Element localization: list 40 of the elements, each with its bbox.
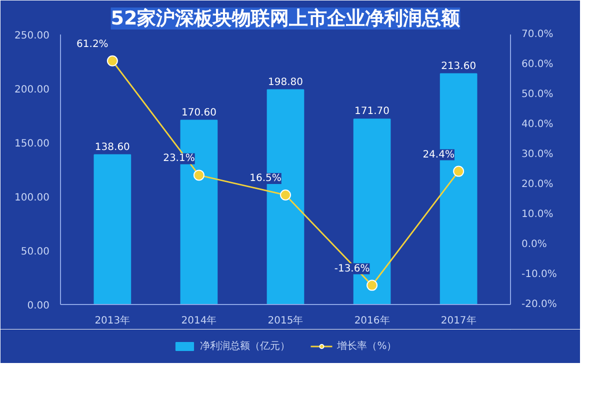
legend-label: 增长率（%） [337, 340, 397, 353]
data-label: 16.5% [250, 173, 282, 184]
y2-tick-label: 70.0% [522, 29, 554, 40]
x-tick-label: 2015年 [268, 314, 304, 326]
point [366, 280, 378, 291]
y-tick-label: 250.00 [14, 30, 50, 42]
y2-tick-label: 20.0% [522, 179, 554, 190]
y-tick-label: 0.00 [27, 300, 50, 312]
point [193, 170, 204, 181]
bar [94, 154, 132, 304]
y2-tick-label: -10.0% [522, 269, 557, 280]
x-tick-label: 2016年 [354, 314, 390, 326]
data-label: 23.1% [163, 153, 195, 164]
x-tick-label: 2014年 [181, 314, 217, 326]
chart-title: 52家沪深板块物联网上市企业净利润总额 [110, 8, 462, 30]
y2-tick-label: 0.0% [522, 239, 547, 250]
data-label: 171.70 [354, 106, 390, 118]
y-tick-label: 50.00 [20, 246, 50, 258]
y2-tick-label: 30.0% [522, 149, 554, 160]
y2-tick-label: -20.0% [522, 299, 557, 310]
data-label: 24.4% [422, 149, 454, 160]
y-tick-label: 100.00 [14, 192, 50, 204]
data-label: -13.6% [334, 263, 370, 274]
x-tick-label: 2013年 [94, 314, 130, 326]
point [106, 55, 118, 66]
legend-label: 净利润总额（亿元） [200, 340, 290, 353]
y2-tick-label: 10.0% [522, 209, 554, 220]
data-label: 213.60 [441, 60, 476, 72]
y2-tick-label: 40.0% [522, 119, 554, 130]
y2-tick-label: 60.0% [522, 59, 554, 70]
data-label: 198.80 [268, 76, 304, 88]
point [453, 166, 464, 177]
data-label: 138.60 [94, 142, 130, 153]
point [280, 190, 291, 200]
data-label: 61.2% [76, 38, 108, 50]
x-tick-label: 2017年 [440, 314, 476, 326]
y-tick-label: 150.00 [14, 138, 50, 150]
data-label: 170.60 [181, 107, 216, 118]
y-tick-label: 200.00 [14, 84, 50, 96]
y2-tick-label: 50.0% [522, 89, 554, 100]
